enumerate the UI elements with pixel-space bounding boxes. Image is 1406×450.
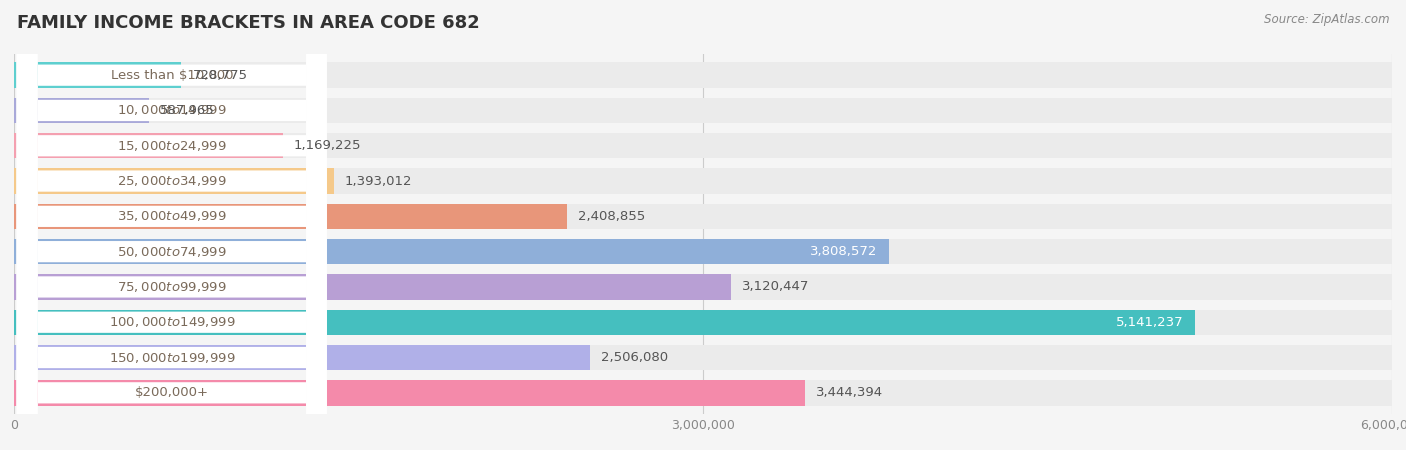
Text: $15,000 to $24,999: $15,000 to $24,999 [117,139,226,153]
Bar [14,310,1392,335]
Bar [14,168,1392,194]
Bar [14,133,1392,158]
Bar [14,98,149,123]
Text: $35,000 to $49,999: $35,000 to $49,999 [117,209,226,223]
Bar [14,63,1392,88]
Text: $100,000 to $149,999: $100,000 to $149,999 [108,315,235,329]
Bar [14,98,1392,123]
Text: 3,808,572: 3,808,572 [810,245,877,258]
FancyBboxPatch shape [17,0,326,450]
FancyBboxPatch shape [17,0,326,450]
Bar [14,380,1392,405]
Bar [14,63,181,88]
FancyBboxPatch shape [17,0,326,450]
Bar [14,239,889,264]
Bar [14,168,335,194]
Bar [14,380,806,405]
FancyBboxPatch shape [17,0,326,450]
Bar [14,204,567,229]
Bar [14,204,1392,229]
Text: 5,141,237: 5,141,237 [1116,316,1184,329]
Text: Source: ZipAtlas.com: Source: ZipAtlas.com [1264,14,1389,27]
Text: $50,000 to $74,999: $50,000 to $74,999 [117,245,226,259]
Bar [14,310,1195,335]
Text: Less than $10,000: Less than $10,000 [111,69,233,82]
FancyBboxPatch shape [17,0,326,450]
FancyBboxPatch shape [17,0,326,450]
Text: $25,000 to $34,999: $25,000 to $34,999 [117,174,226,188]
Bar [14,133,283,158]
Bar [14,239,1392,264]
Text: 3,444,394: 3,444,394 [815,386,883,399]
Bar [14,345,1392,370]
Bar [14,274,1392,300]
Text: 2,506,080: 2,506,080 [600,351,668,364]
Text: 1,393,012: 1,393,012 [344,175,412,188]
Bar [14,274,731,300]
FancyBboxPatch shape [17,0,326,450]
Text: 3,120,447: 3,120,447 [742,280,808,293]
Text: 2,408,855: 2,408,855 [578,210,645,223]
Text: $10,000 to $14,999: $10,000 to $14,999 [117,104,226,117]
Bar [14,345,589,370]
Text: $75,000 to $99,999: $75,000 to $99,999 [117,280,226,294]
Text: $200,000+: $200,000+ [135,386,209,399]
Text: $150,000 to $199,999: $150,000 to $199,999 [108,351,235,364]
FancyBboxPatch shape [17,0,326,450]
Text: 728,775: 728,775 [193,69,247,82]
Text: FAMILY INCOME BRACKETS IN AREA CODE 682: FAMILY INCOME BRACKETS IN AREA CODE 682 [17,14,479,32]
FancyBboxPatch shape [17,0,326,450]
Text: 587,965: 587,965 [160,104,215,117]
FancyBboxPatch shape [17,0,326,450]
Text: 1,169,225: 1,169,225 [294,139,361,152]
